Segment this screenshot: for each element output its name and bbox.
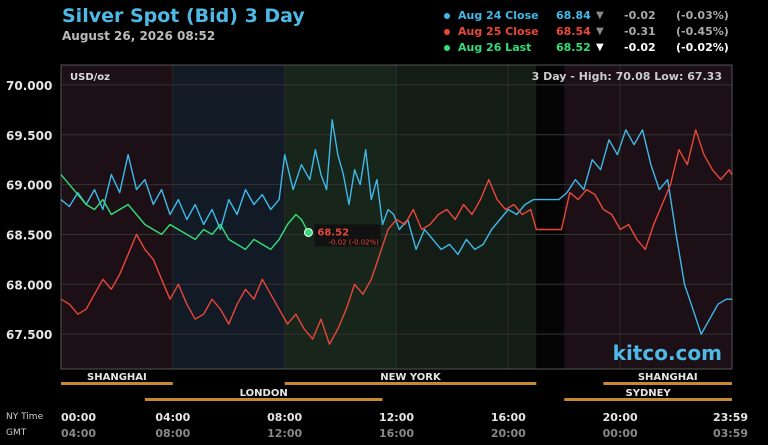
x-tick-label-gmt: 12:00: [267, 427, 302, 440]
down-arrow-icon: ▼: [596, 26, 604, 37]
last-price-change: -0.02 (-0.02%): [328, 238, 379, 246]
y-tick-label: 67.500: [6, 328, 52, 342]
series-line-1: [60, 129, 733, 345]
series-lines: [60, 119, 733, 345]
x-tick-label-nytime: 23:59: [713, 411, 748, 424]
down-arrow-icon: ▼: [596, 42, 604, 53]
x-tick-label-gmt: 04:00: [61, 427, 96, 440]
x-tick-label-nytime: 08:00: [267, 411, 302, 424]
series-line-0: [60, 119, 732, 335]
x-axis-ticks: 00:00 04:00 04:00 08:00 08:00 12:00 12:00 16:00…: [61, 411, 748, 440]
legend-name: Aug 25 Close: [458, 25, 539, 38]
down-arrow-icon: ▼: [596, 10, 604, 21]
session-bar: [284, 382, 537, 385]
row-label-gmt: GMT: [6, 428, 27, 438]
shade-band-4: [536, 65, 565, 369]
session-label: LONDON: [240, 388, 288, 399]
session-bar: [144, 398, 383, 401]
legend-name: Aug 24 Close: [458, 9, 539, 22]
legend-row-aug24: Aug 24 Close 68.84 ▼ -0.02 (-0.03%): [444, 9, 764, 25]
session-bar: [564, 398, 732, 401]
legend-change: -0.02: [624, 41, 656, 54]
session-bar: [603, 382, 732, 385]
series-line-2: [60, 174, 310, 251]
y-tick-label: 69.000: [6, 179, 52, 193]
legend-value: 68.52: [556, 41, 591, 54]
x-tick-label-nytime: 12:00: [379, 411, 414, 424]
shade-band-5: [564, 65, 732, 369]
legend-name: Aug 26 Last: [458, 41, 532, 54]
shade-band-2: [284, 65, 397, 369]
session-label: SYDNEY: [626, 388, 672, 399]
x-tick-label-nytime: 00:00: [61, 411, 96, 424]
unit-label: USD/oz: [70, 72, 110, 83]
session-label: SHANGHAI: [638, 372, 698, 383]
kitco-watermark: kitco.com: [613, 341, 722, 365]
legend-change: -0.02: [624, 9, 656, 22]
shade-band-1: [172, 65, 285, 369]
legend-percent: (-0.45%): [676, 25, 729, 38]
row-label-nytime: NY Time: [6, 412, 44, 422]
session-label: NEW YORK: [380, 372, 442, 383]
session-shading: [61, 65, 732, 369]
y-axis-ticks: 70.000 69.500 69.000 68.500 68.000 67.500: [6, 79, 52, 342]
session-bar: [61, 382, 173, 385]
plot-frame: [60, 64, 733, 370]
chart-title: Silver Spot (Bid) 3 Day: [62, 5, 305, 27]
shade-band-3: [396, 65, 537, 369]
session-label: SHANGHAI: [87, 372, 147, 383]
legend-change: -0.31: [624, 25, 656, 38]
shade-band-0: [61, 65, 173, 369]
x-tick-label-nytime: 20:00: [603, 411, 638, 424]
legend-row-aug25: Aug 25 Close 68.54 ▼ -0.31 (-0.45%): [444, 25, 764, 41]
x-tick-label-gmt: 08:00: [155, 427, 190, 440]
x-tick-label-nytime: 04:00: [155, 411, 190, 424]
chart-timestamp: August 26, 2026 08:52: [62, 29, 216, 43]
legend-dot-icon: [444, 13, 450, 19]
y-tick-label: 68.000: [6, 278, 52, 292]
market-sessions: SHANGHAI NEW YORK SHANGHAI LONDON SYDNEY: [61, 372, 732, 401]
last-price-value: 68.52: [317, 227, 349, 238]
legend-percent: (-0.02%): [676, 41, 729, 54]
legend-value: 68.84: [556, 9, 591, 22]
range-text: 3 Day - High: 70.08 Low: 67.33: [532, 70, 722, 83]
x-tick-label-gmt: 00:00: [603, 427, 638, 440]
marker-label-bg: [314, 224, 381, 247]
x-tick-label-gmt: 20:00: [491, 427, 526, 440]
last-price-dot: [303, 227, 313, 237]
x-tick-label-gmt: 16:00: [379, 427, 414, 440]
legend-percent: (-0.03%): [676, 9, 729, 22]
x-tick-label-gmt: 03:59: [713, 427, 748, 440]
legend: Aug 24 Close 68.84 ▼ -0.02 (-0.03%) Aug …: [444, 9, 764, 57]
legend-dot-icon: [444, 29, 450, 35]
y-tick-label: 70.000: [6, 79, 52, 93]
legend-value: 68.54: [556, 25, 591, 38]
last-price-marker: 68.52-0.02 (-0.02%): [303, 224, 381, 247]
x-tick-label-nytime: 16:00: [491, 411, 526, 424]
legend-dot-icon: [444, 45, 450, 51]
y-tick-label: 69.500: [6, 129, 52, 143]
y-tick-label: 68.500: [6, 228, 52, 242]
legend-row-aug26: Aug 26 Last 68.52 ▼ -0.02 (-0.02%): [444, 41, 764, 57]
